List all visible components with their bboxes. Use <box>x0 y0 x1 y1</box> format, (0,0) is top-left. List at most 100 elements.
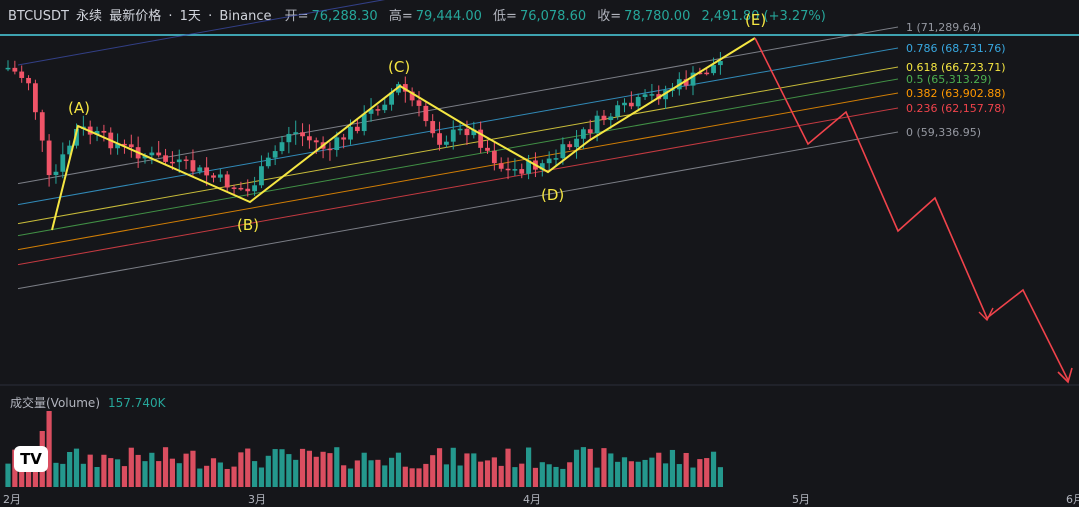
volume-bar <box>162 447 169 487</box>
x-tick-label: 4月 <box>523 493 541 506</box>
candle-body <box>341 137 347 140</box>
volume-bar <box>313 456 319 487</box>
volume-bar <box>320 451 326 487</box>
fib-line-2 <box>17 66 899 225</box>
candle-body <box>204 167 210 176</box>
volume-bar <box>293 459 299 487</box>
volume-bar <box>443 464 449 487</box>
volume-bar <box>683 452 689 487</box>
candle-body <box>67 145 73 155</box>
volume-bar <box>238 452 244 487</box>
exchange-label: Binance <box>219 9 272 24</box>
volume-bar <box>80 463 86 487</box>
candle-body <box>581 129 586 139</box>
volume-bar <box>53 462 59 487</box>
volume-bar <box>669 449 676 487</box>
candle-body <box>553 158 559 160</box>
tradingview-logo[interactable]: TV <box>14 446 48 472</box>
open-value: 76,288.30 <box>311 9 378 24</box>
volume-bar <box>361 452 367 487</box>
projection-arrowhead <box>1057 367 1073 384</box>
volume-bar <box>635 461 641 487</box>
candle-body <box>485 147 490 151</box>
candle-body <box>361 113 367 132</box>
volume-bar <box>710 451 717 487</box>
fib-line-1 <box>17 47 899 206</box>
candle-body <box>437 133 442 145</box>
volume-bar <box>409 468 415 487</box>
candle-body <box>526 160 531 174</box>
volume-bar <box>457 465 463 487</box>
candle-body <box>252 185 257 192</box>
candle-body <box>368 109 374 114</box>
volume-bar <box>115 459 121 487</box>
volume-bar <box>512 467 518 487</box>
candle-body <box>334 137 340 151</box>
volume-bar <box>108 458 114 487</box>
volume-bar <box>594 467 600 487</box>
interval-label[interactable]: 1天 <box>179 9 201 24</box>
volume-bar <box>546 464 552 487</box>
candle-body <box>313 140 319 143</box>
volume-bar <box>436 448 443 487</box>
candle-body <box>718 61 723 66</box>
chart-header: BTCUSDT 永续 最新价格 · 1天 · Binance 开= 76,288.… <box>0 0 1079 34</box>
wave-label-4: (E) <box>745 11 766 29</box>
volume-bar <box>690 467 696 487</box>
volume-bar <box>416 468 422 487</box>
x-tick-label: 3月 <box>248 493 266 506</box>
symbol-label[interactable]: BTCUSDT <box>8 9 69 24</box>
volume-bar <box>430 455 436 487</box>
candle-body <box>149 152 155 156</box>
projection-path <box>754 37 1069 381</box>
volume-bar <box>217 462 223 487</box>
candle-body <box>279 142 285 152</box>
candle-body <box>101 130 107 133</box>
candle-body <box>409 91 415 101</box>
x-tick-label: 6月 <box>1066 493 1079 506</box>
volume-bar <box>204 465 210 487</box>
volume-bar <box>464 453 470 487</box>
volume-bar <box>478 461 484 487</box>
volume-bar <box>573 449 580 487</box>
candle-body <box>156 152 162 156</box>
volume-bar <box>142 461 148 487</box>
candle-body <box>622 102 627 106</box>
candle-body <box>628 102 634 107</box>
low-value: 76,078.60 <box>519 9 587 24</box>
volume-bar <box>5 463 11 487</box>
volume-bar <box>73 448 80 487</box>
volume-bar <box>532 467 539 487</box>
volume-bar <box>299 448 306 487</box>
candle-body <box>519 169 525 174</box>
candle-body <box>663 90 668 100</box>
fib-line-3 <box>17 78 899 237</box>
volume-bar <box>601 448 607 487</box>
candle-body <box>286 133 292 143</box>
candle-body <box>697 72 703 75</box>
volume-bar <box>354 460 360 487</box>
candle-body <box>567 144 573 148</box>
candle-body <box>587 129 593 134</box>
wave-label-3: (D) <box>541 186 564 204</box>
volume-bar <box>389 457 395 487</box>
candle-body <box>348 126 353 140</box>
wave-label-1: (B) <box>237 216 259 234</box>
candle-body <box>190 160 196 172</box>
candle-body <box>259 166 264 186</box>
candle-body <box>293 132 299 134</box>
candle-body <box>354 126 360 132</box>
candle-body <box>444 141 449 145</box>
volume-bar <box>258 467 265 487</box>
volume-bar <box>587 448 593 487</box>
volume-bar <box>539 462 545 487</box>
fib-label-1: 0.786 (68,731.76) <box>906 42 1006 55</box>
candle-body <box>39 112 45 141</box>
volume-bar <box>471 453 477 487</box>
volume-bar <box>169 458 175 487</box>
volume-bar <box>334 447 340 487</box>
contract-label: 永续 <box>76 9 103 24</box>
volume-bar <box>156 461 162 487</box>
fib-line-5 <box>17 107 899 266</box>
